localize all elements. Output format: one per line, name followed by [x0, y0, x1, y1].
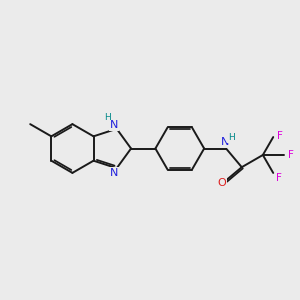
Text: N: N [220, 137, 229, 147]
Text: H: H [104, 113, 111, 122]
Text: F: F [288, 150, 294, 160]
Text: F: F [277, 130, 283, 141]
Text: H: H [228, 133, 235, 142]
Text: F: F [276, 173, 281, 183]
Text: N: N [110, 120, 118, 130]
Text: N: N [110, 168, 118, 178]
Text: O: O [217, 178, 226, 188]
